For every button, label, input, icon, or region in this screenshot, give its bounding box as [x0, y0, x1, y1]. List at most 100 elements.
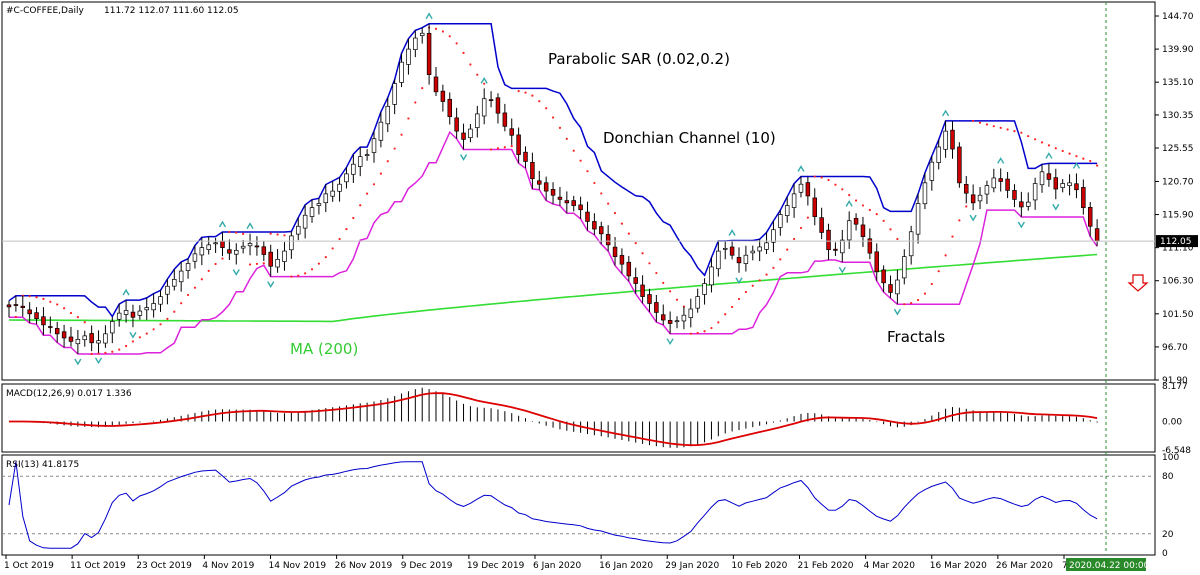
fractal-up-marker — [797, 165, 805, 172]
candle-body — [82, 335, 87, 341]
psar-dot — [1006, 128, 1009, 131]
psar-dot — [304, 272, 307, 275]
candle-body — [371, 138, 377, 153]
psar-dot — [455, 42, 458, 45]
psar-dot — [1075, 155, 1078, 158]
psar-dot — [193, 286, 197, 289]
candle-body — [213, 242, 218, 245]
fractal-down-marker — [893, 308, 901, 316]
psar-dot — [407, 117, 410, 120]
candle-body — [509, 128, 514, 136]
candle-body — [447, 98, 452, 118]
candle-body — [158, 296, 163, 305]
candle-body — [523, 151, 528, 162]
psar-dot — [675, 298, 679, 301]
price-pane[interactable] — [1, 1, 1156, 381]
candle-body — [633, 277, 638, 284]
candle-body — [399, 61, 404, 83]
psar-dot — [503, 146, 506, 149]
candle-body — [977, 194, 983, 202]
candle-body — [743, 254, 749, 264]
psar-dot — [214, 262, 217, 266]
time-tick-label: 6 Jan 2020 — [533, 561, 581, 571]
time-marker-label: 2020.04.22 00:00 — [1069, 561, 1150, 571]
rsi-tick-label: 100 — [1162, 453, 1179, 463]
candle-body — [867, 238, 873, 254]
macd-pane[interactable] — [1, 383, 1156, 453]
rsi-tick-label: 80 — [1162, 472, 1174, 482]
down-arrow-icon — [1127, 274, 1149, 292]
price-tick-label: 130.35 — [1162, 111, 1194, 121]
psar-dot — [565, 137, 568, 140]
psar-dot — [744, 290, 747, 294]
candle-body — [96, 340, 101, 344]
candle-body — [433, 76, 439, 93]
candle-body — [571, 200, 576, 206]
candle-body — [440, 90, 446, 102]
rsi-pane[interactable] — [1, 454, 1156, 556]
psar-dot — [510, 144, 513, 148]
psar-dot — [276, 233, 279, 236]
psar-dot — [221, 257, 224, 260]
psar-dot — [731, 305, 734, 309]
candle-body — [54, 328, 60, 335]
psar-dot — [180, 302, 183, 305]
psar-dot — [242, 232, 245, 235]
candle-body — [1087, 206, 1093, 227]
psar-dot — [489, 148, 493, 151]
candle-body — [612, 246, 618, 257]
psar-dot — [1061, 149, 1064, 153]
psar-dot — [648, 262, 651, 265]
psar-dot — [56, 303, 59, 306]
candle-body — [908, 231, 914, 257]
candle-body — [296, 225, 301, 235]
candle-body — [185, 263, 191, 271]
psar-dot — [152, 328, 155, 331]
price-tick-label: 125.55 — [1162, 144, 1194, 154]
candle-body — [543, 182, 549, 192]
psar-dot — [972, 119, 975, 123]
candle-body — [957, 146, 962, 184]
candle-body — [61, 331, 67, 339]
candle-body — [702, 283, 707, 295]
psar-dot — [173, 310, 176, 313]
candle-body — [1039, 171, 1045, 186]
candle-body — [860, 224, 866, 237]
candle-body — [502, 112, 508, 127]
macd-tick-label: -6.548 — [1162, 446, 1191, 456]
psar-dot — [634, 242, 637, 245]
price-tick-label: 101.50 — [1162, 310, 1194, 320]
candle-body — [984, 185, 990, 195]
psar-dot — [662, 281, 665, 284]
psar-dot — [62, 307, 66, 310]
price-tick-label: 120.70 — [1162, 177, 1194, 187]
psar-dot — [324, 256, 327, 259]
candle-body — [454, 117, 459, 132]
candle-body — [426, 32, 432, 75]
psar-dot — [600, 192, 603, 195]
psar-dot — [359, 204, 362, 207]
psar-dot — [414, 101, 417, 104]
psar-dot — [441, 30, 444, 33]
psar-dot — [613, 212, 617, 215]
fractal-up-marker — [122, 288, 130, 296]
candle-body — [364, 154, 370, 156]
psar-dot — [345, 228, 348, 231]
candle-body — [275, 259, 280, 268]
candle-body — [27, 309, 32, 315]
psar-dot — [1020, 131, 1023, 134]
psar-dot — [669, 290, 672, 293]
candle-body — [881, 269, 886, 284]
candle-body — [234, 250, 239, 255]
fractal-down-marker — [666, 338, 674, 346]
candle-body — [68, 336, 74, 342]
psar-dot — [620, 222, 624, 225]
psar-dot — [737, 297, 741, 301]
fractal-up-marker — [246, 222, 254, 229]
price-tick-label: 115.90 — [1162, 211, 1194, 221]
psar-dot — [1096, 164, 1099, 167]
candle-body — [585, 211, 590, 222]
candle-body — [688, 308, 694, 318]
fractal-up-marker — [997, 157, 1005, 164]
